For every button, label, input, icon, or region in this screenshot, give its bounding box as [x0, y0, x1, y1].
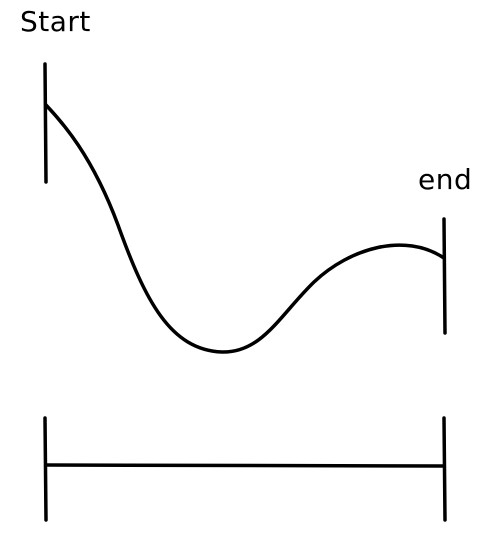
end-tick-mark	[442, 217, 447, 335]
straight-segment-right-tick	[442, 416, 447, 522]
end-label: end	[418, 163, 473, 196]
start-label: Start	[20, 5, 91, 38]
straight-segment-line	[44, 463, 446, 468]
curved-path	[44, 103, 446, 354]
straight-segment-left-tick	[43, 416, 48, 522]
start-tick-mark	[43, 62, 48, 184]
